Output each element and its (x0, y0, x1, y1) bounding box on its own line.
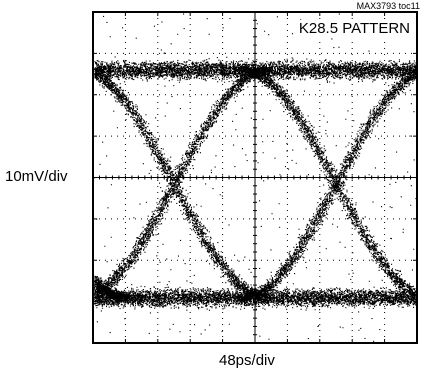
chart-title: K28.5 PATTERN (296, 20, 412, 37)
plot-border (92, 11, 418, 344)
x-axis-label: 48ps/div (219, 352, 275, 369)
figure-id: MAX3793 toc11 (356, 1, 420, 11)
y-axis-label: 10mV/div (5, 168, 68, 185)
